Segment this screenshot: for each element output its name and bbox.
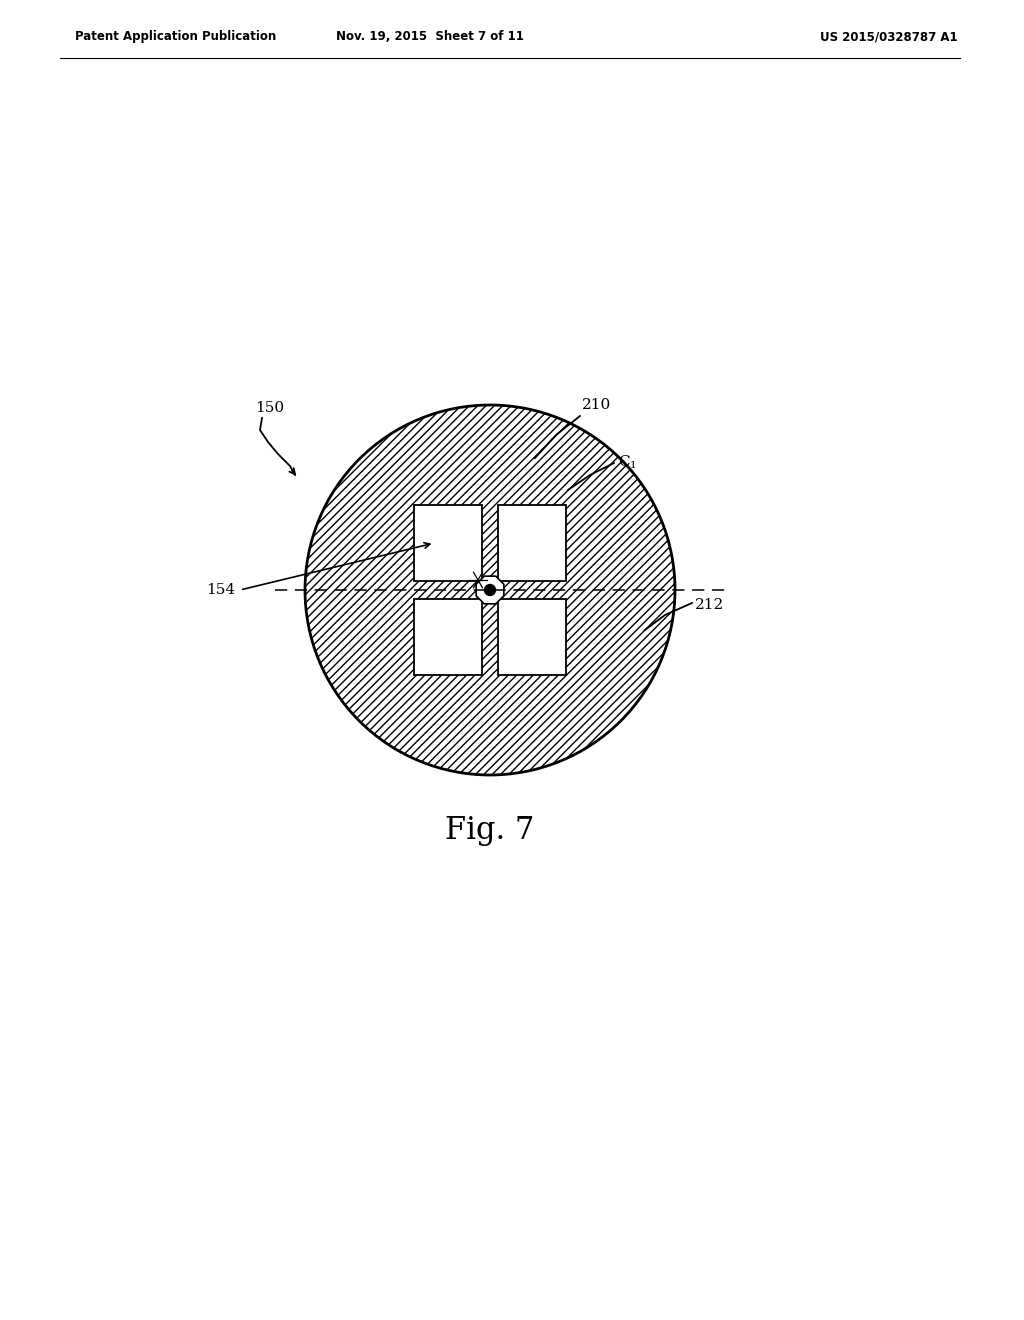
Text: Patent Application Publication: Patent Application Publication <box>75 30 276 44</box>
Text: Nov. 19, 2015  Sheet 7 of 11: Nov. 19, 2015 Sheet 7 of 11 <box>336 30 524 44</box>
Circle shape <box>484 585 496 595</box>
Text: Fig. 7: Fig. 7 <box>445 814 535 846</box>
Text: 150: 150 <box>255 401 284 414</box>
Text: US 2015/0328787 A1: US 2015/0328787 A1 <box>820 30 957 44</box>
Text: 1: 1 <box>630 462 637 470</box>
Text: 154: 154 <box>206 583 234 597</box>
Circle shape <box>305 405 675 775</box>
Bar <box>414 599 482 675</box>
Text: C: C <box>618 455 630 469</box>
Bar <box>498 506 566 581</box>
Text: 210: 210 <box>582 399 611 412</box>
Bar <box>414 506 482 581</box>
Polygon shape <box>476 576 504 603</box>
Bar <box>498 599 566 675</box>
Text: 212: 212 <box>695 598 724 612</box>
